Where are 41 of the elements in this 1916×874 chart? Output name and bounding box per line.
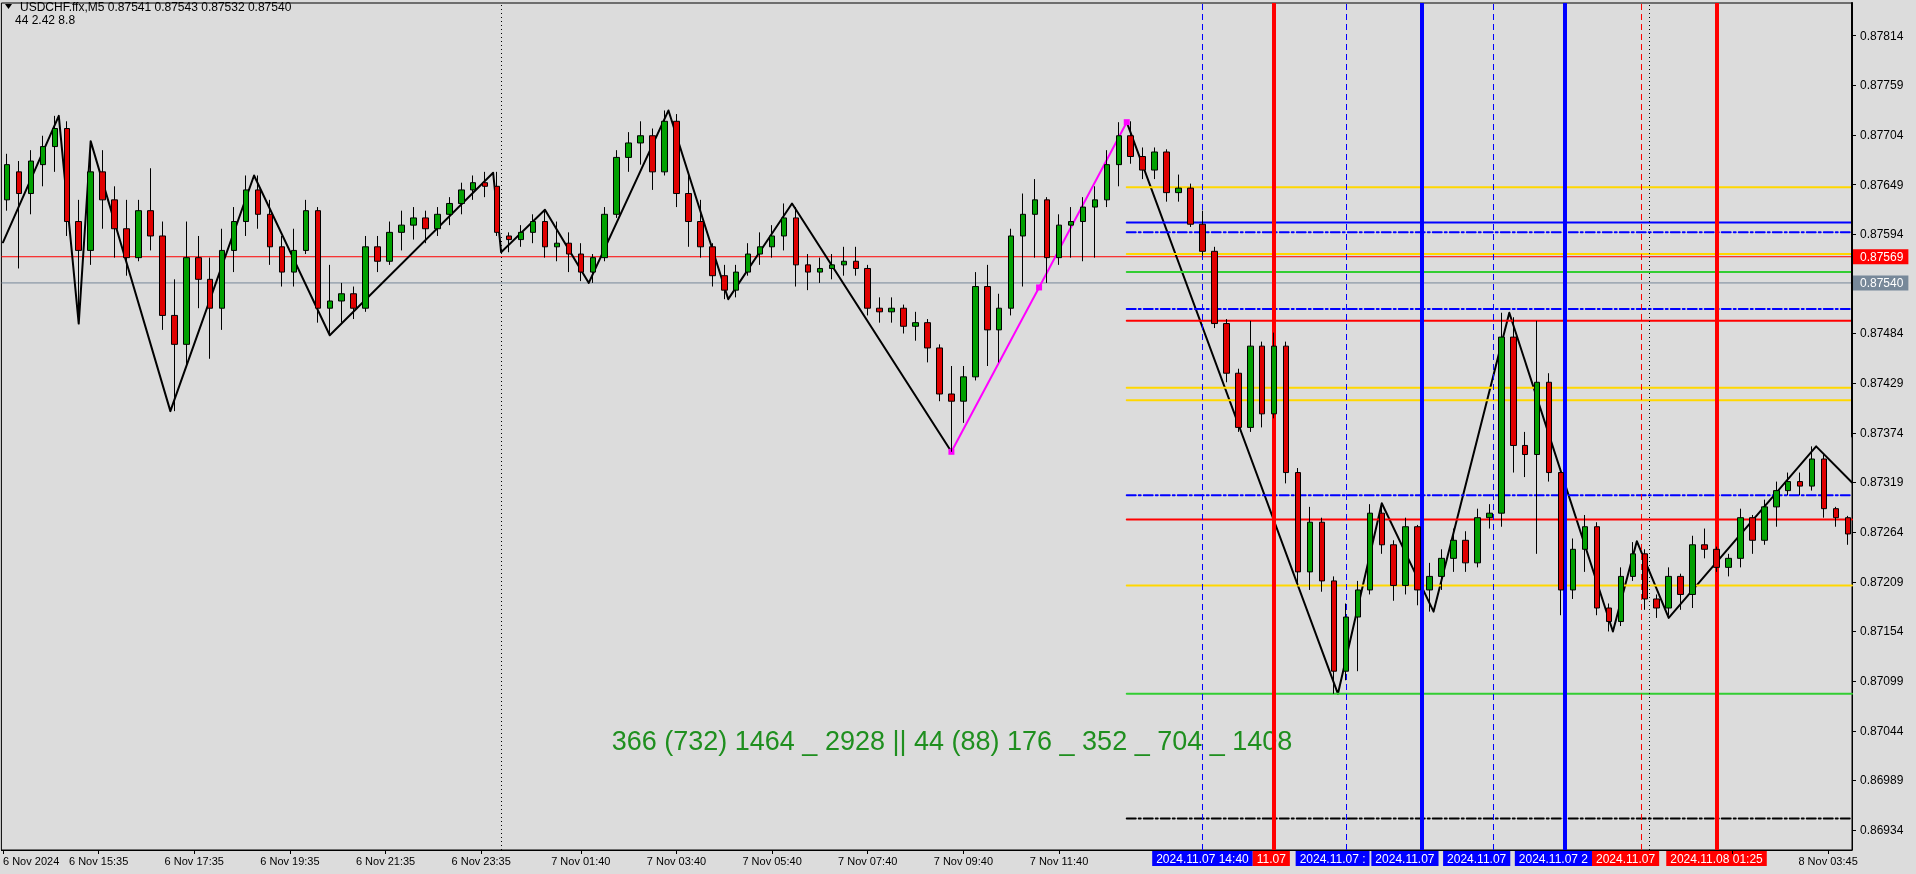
y-tick-label: 0.87759: [1860, 78, 1904, 93]
x-tick-label: 6 Nov 17:35: [164, 854, 224, 867]
y-tick-label: 0.87429: [1860, 376, 1904, 391]
y-tick-label: 0.87814: [1860, 28, 1904, 43]
y-tick-label: 0.87374: [1860, 425, 1904, 440]
y-tick-label: 0.86934: [1860, 823, 1904, 838]
x-tick-label: 6 Nov 15:35: [68, 854, 129, 867]
ref-line-label: 2024.11.08 01:25: [1670, 851, 1764, 866]
x-tick-label: 7 Nov 03:40: [646, 854, 707, 867]
x-tick-label: 6 Nov 19:35: [260, 854, 320, 867]
ref-line-label: 2024.11.07 14:40: [1156, 851, 1250, 866]
x-tick-label: 6 Nov 23:35: [451, 854, 511, 867]
ref-line-label: 2024.11.07: [1596, 851, 1656, 866]
chart-title: USDCHF.ffx,M5 0.87541 0.87543 0.87532 0.87540: [20, 0, 292, 14]
ref-line-label: 2024.11.07: [1375, 851, 1435, 866]
ref-line-label: 11.07: [1256, 851, 1287, 866]
x-tick-label: 6 Nov 2024: [3, 854, 60, 867]
ref-line-label: 2024.11.07: [1447, 851, 1507, 866]
x-tick-label: 6 Nov 21:35: [355, 854, 416, 867]
y-tick-label: 0.87044: [1860, 723, 1904, 738]
x-tick-label: 7 Nov 05:40: [742, 854, 802, 867]
text: 44 2.42 8.8: [15, 13, 76, 27]
y-tick-label: 0.87649: [1860, 177, 1904, 192]
y-tick-label: 0.87264: [1860, 525, 1904, 540]
ref-line-label: 0.87540: [1860, 275, 1904, 290]
y-tick-label: 0.86989: [1860, 773, 1904, 788]
y-tick-label: 0.87319: [1860, 475, 1904, 490]
x-tick-label: 7 Nov 11:40: [1029, 854, 1089, 867]
y-tick-label: 0.87209: [1860, 574, 1904, 589]
ref-line-label: 0.87569: [1860, 249, 1904, 264]
x-tick-label: 7 Nov 09:40: [933, 854, 994, 867]
x-tick-label: 7 Nov 07:40: [838, 854, 898, 867]
y-tick-label: 0.87704: [1860, 127, 1904, 142]
y-tick-label: 0.87154: [1860, 624, 1904, 639]
ref-line-label: 2024.11.07 :: [1299, 851, 1366, 866]
y-tick-label: 0.87484: [1860, 326, 1904, 341]
x-tick-label: 7 Nov 01:40: [551, 854, 611, 867]
ref-line-label: 2024.11.07 2: [1518, 851, 1589, 866]
y-tick-label: 0.87099: [1860, 674, 1904, 689]
x-tick-label: 8 Nov 03:45: [1798, 854, 1858, 867]
y-tick-label: 0.87594: [1860, 227, 1904, 242]
